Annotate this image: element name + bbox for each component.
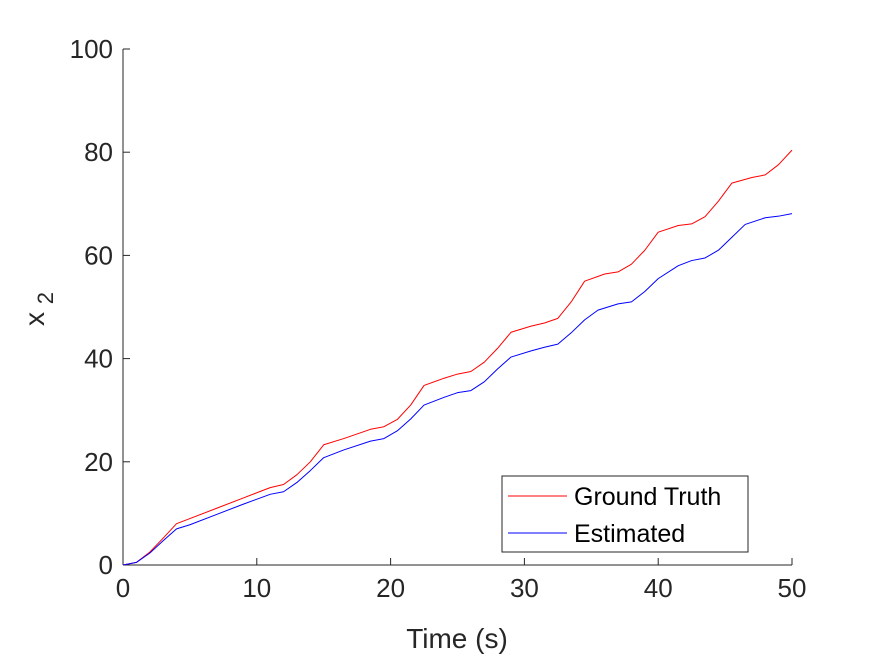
- legend-label: Estimated: [574, 520, 685, 548]
- legend-label: Ground Truth: [574, 483, 721, 511]
- x-tick-label: 0: [116, 573, 130, 603]
- series-line-estimated: [122, 213, 793, 566]
- y-axis-label-main: x: [19, 312, 50, 326]
- y-tick-label: 40: [84, 344, 113, 374]
- y-tick-label: 60: [84, 240, 113, 270]
- y-axis-label: x 2: [19, 292, 58, 326]
- legend-box: [501, 475, 749, 553]
- legend: Ground Truth Estimated: [501, 475, 749, 553]
- axes: 0 10 20 30 40 50 0 20 40 60 80 100: [70, 34, 807, 603]
- series-layer: [122, 149, 793, 566]
- x-tick-label: 40: [644, 573, 673, 603]
- y-tick-label: 20: [84, 447, 113, 477]
- y-axis-label-subscript: 2: [33, 292, 58, 304]
- x-tick-label: 30: [510, 573, 539, 603]
- svg-text:x 2: x 2: [19, 292, 58, 326]
- x-tick-label: 20: [376, 573, 405, 603]
- x-tick-label: 10: [242, 573, 271, 603]
- series-line-ground-truth: [122, 149, 793, 566]
- y-tick-label: 0: [99, 550, 113, 580]
- y-tick-label: 100: [70, 34, 113, 64]
- x-tick-label: 50: [778, 573, 807, 603]
- x-axis-label: Time (s): [406, 623, 508, 654]
- y-tick-label: 80: [84, 137, 113, 167]
